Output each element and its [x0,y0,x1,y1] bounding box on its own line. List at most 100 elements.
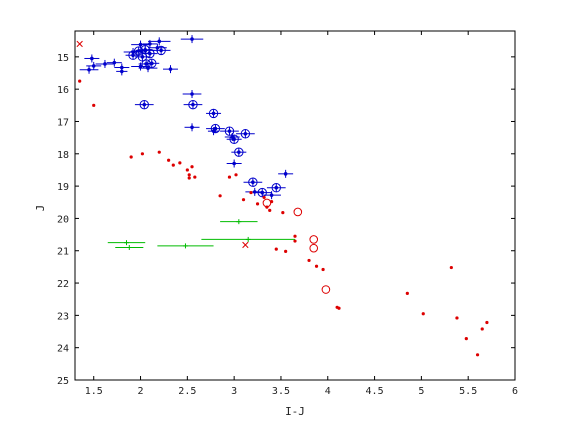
data-point [190,92,194,96]
y-tick-label: 21 [57,247,69,258]
y-tick-label: 19 [57,182,69,193]
x-tick-label: 3.5 [272,386,290,397]
data-point [234,173,238,177]
data-point [337,306,341,310]
data-point [148,51,152,56]
data-point-ring [257,187,267,198]
data-point [405,291,409,295]
data-point-ring [208,108,219,119]
x-tick-label: 5.5 [459,386,477,397]
data-point-ring [145,48,155,59]
data-point [187,176,191,180]
data-point [232,137,236,142]
data-point-ring [224,126,235,136]
data-point [227,175,232,179]
data-point [157,150,161,154]
data-point [76,40,83,48]
y-tick-label: 22 [57,279,69,290]
x-tick-label: 4.5 [366,386,384,397]
axis-ticks [75,31,516,381]
series-3 [262,198,331,294]
data-point [252,190,257,194]
data-point [232,161,236,166]
data-point [168,67,173,71]
data-point [249,190,253,195]
data-point [314,264,319,268]
data-point [269,193,274,197]
x-tick-label: 5 [418,386,424,397]
data-point [185,168,189,172]
plot-frame [74,30,516,381]
y-tick-label: 18 [57,150,69,161]
data-point-ring [210,123,221,134]
y-tick-label: 16 [57,85,69,96]
x-axis-label: I-J [285,405,305,418]
x-tick-labels: 1.5 2 2.5 3 3.5 4 4.5 5 5.5 6 [85,386,518,397]
series-1 [125,45,286,198]
data-point [190,37,194,41]
data-point [255,202,260,206]
data-point [283,172,288,176]
x-tick-label: 2 [138,386,144,397]
y-tick-labels: 15 16 17 18 19 20 21 22 23 24 25 [57,53,69,387]
data-point [281,211,285,215]
data-point [480,327,484,331]
data-point [284,249,288,253]
data-point-ring [188,99,198,110]
data-point [218,194,222,198]
data-point-ring [240,129,251,139]
data-point [112,60,117,65]
data-point [92,103,96,107]
data-point [142,102,147,107]
data-point [87,67,91,72]
data-point [227,129,232,133]
series-5 [107,219,295,251]
data-point [129,155,133,159]
x-tick-label: 3 [231,386,237,397]
data-point [309,243,319,253]
data-point [157,39,162,44]
data-point [120,69,124,74]
data-point [293,239,297,243]
data-point [131,53,135,58]
series-2 [78,79,489,357]
data-point [293,207,303,217]
data-point [309,235,319,244]
data-point [167,158,171,162]
data-point-ring [229,134,239,144]
data-point-ring [248,177,258,187]
x-tick-label: 4 [325,386,331,397]
data-point [274,247,278,251]
data-point [140,55,145,59]
data-point-ring [139,99,149,110]
data-point [449,265,453,270]
data-point [241,198,246,202]
data-point [260,190,265,195]
series-4 [76,40,249,249]
data-point [149,61,154,66]
data-point [159,48,163,53]
y-tick-label: 17 [57,117,69,128]
data-point [78,79,82,83]
y-tick-label: 15 [57,53,69,64]
y-tick-label: 23 [57,311,69,322]
data-point [138,64,143,69]
data-point [143,47,148,52]
y-tick-label: 20 [57,214,69,225]
data-point [171,163,175,167]
data-point [178,161,182,165]
data-point-ring [234,147,244,157]
data-point [464,337,468,341]
data-point [91,64,96,68]
y-tick-label: 25 [57,376,69,387]
data-point [307,258,311,263]
data-point [243,131,248,136]
data-point [148,42,152,46]
data-point [187,173,191,177]
data-point [421,312,425,316]
data-point [190,125,194,130]
data-point [251,180,255,185]
x-tick-label: 1.5 [85,386,103,397]
data-point [140,152,145,156]
